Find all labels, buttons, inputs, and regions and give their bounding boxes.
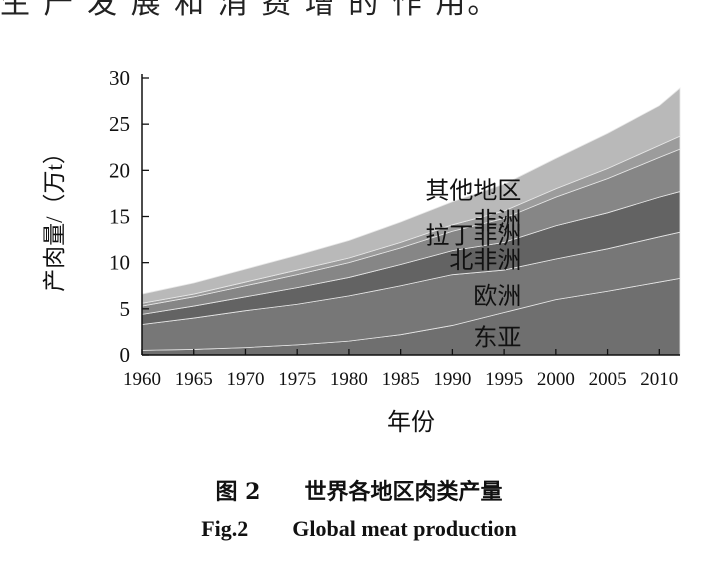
area-series-6 bbox=[141, 87, 681, 304]
series-label-6: 其他地区 bbox=[425, 177, 521, 204]
series-label-4: 拉丁非洲 bbox=[425, 223, 521, 250]
y-tick-label: 0 bbox=[120, 343, 131, 367]
series-label-1: 东亚 bbox=[473, 324, 521, 351]
x-tick-label: 2005 bbox=[589, 369, 627, 390]
x-tick-label: 1970 bbox=[226, 369, 264, 390]
y-tick-label: 20 bbox=[109, 158, 130, 182]
top-body-text: 生 产 发 展 和 消 费 增 的 作 用。 bbox=[0, 0, 500, 21]
y-tick-label: 30 bbox=[109, 66, 130, 90]
x-tick-label: 1990 bbox=[433, 369, 471, 390]
x-tick-label: 1965 bbox=[175, 369, 213, 390]
caption-cn-label: 图 2 bbox=[215, 479, 261, 505]
caption-en-label: Fig.2 bbox=[201, 516, 249, 541]
x-tick-label: 1995 bbox=[485, 369, 523, 390]
series-label-5: 非洲 bbox=[473, 208, 521, 235]
area-layers bbox=[141, 87, 681, 356]
y-tick-label: 25 bbox=[109, 112, 130, 136]
x-tick-label: 1960 bbox=[123, 369, 161, 390]
y-tick-label: 10 bbox=[109, 251, 130, 275]
caption-cn-title: 世界各地区肉类产量 bbox=[304, 479, 503, 505]
x-tick-label: 1980 bbox=[330, 369, 368, 390]
meat-production-chart: 0 5 10 15 20 25 30 1960 1965 1970 1975 1980 1985 1990… bbox=[42, 66, 681, 436]
x-tick-label: 1975 bbox=[278, 369, 316, 390]
y-tick-label: 15 bbox=[109, 205, 130, 229]
axes: 0 5 10 15 20 25 30 1960 1965 1970 1975 1980 1985 1990… bbox=[42, 66, 680, 436]
y-axis-label: 产肉量/（万t） bbox=[42, 141, 67, 292]
series-label-2: 欧洲 bbox=[473, 283, 521, 310]
x-tick-label: 1985 bbox=[382, 369, 420, 390]
caption-en-title: Global meat production bbox=[292, 516, 517, 541]
x-tick-label: 2010 bbox=[640, 369, 678, 390]
x-axis-label: 年份 bbox=[387, 409, 435, 436]
x-tick-label: 2000 bbox=[537, 369, 575, 390]
figure-caption-cn: 图 2 世界各地区肉类产量 bbox=[0, 474, 718, 506]
y-tick-label: 5 bbox=[120, 297, 131, 321]
figure-caption-en: Fig.2 Global meat production bbox=[0, 516, 718, 542]
series-label-3: 北非洲 bbox=[449, 247, 521, 274]
